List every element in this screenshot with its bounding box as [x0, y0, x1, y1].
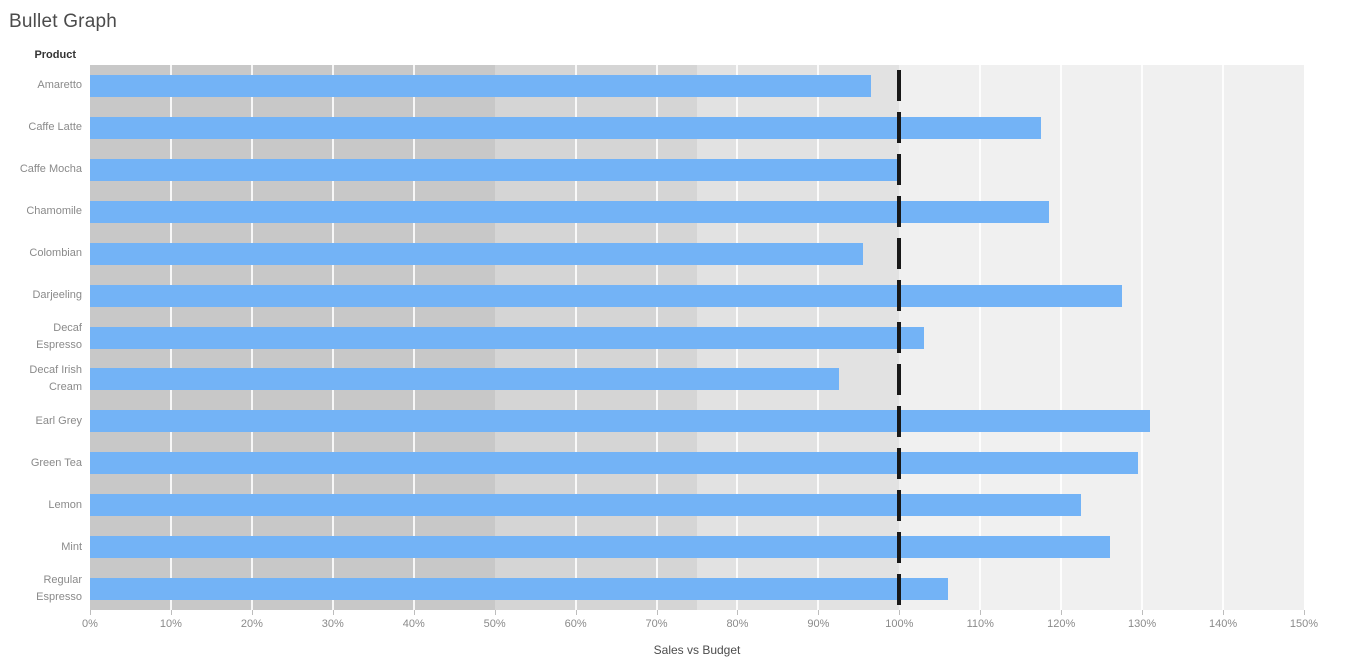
x-axis-tick-mark	[494, 610, 496, 615]
reference-line-100pct	[897, 447, 902, 479]
x-axis-tick-mark	[332, 610, 334, 615]
bullet-bar-caffe-mocha[interactable]	[90, 158, 900, 181]
x-axis-tick-label: 90%	[807, 618, 830, 630]
gridline-140pct	[1222, 65, 1225, 610]
x-axis-tick-label: 80%	[726, 618, 749, 630]
bullet-bar-amaretto[interactable]	[90, 74, 871, 97]
bullet-bar-mint[interactable]	[90, 536, 1110, 559]
reference-line-100pct	[897, 322, 902, 353]
gridline-110pct	[979, 65, 982, 610]
x-axis-tick-mark	[1304, 610, 1305, 615]
bullet-bar-decaf-irish-cream[interactable]	[90, 368, 839, 391]
x-axis-tick-mark	[575, 610, 577, 615]
x-axis-tick-label: 130%	[1128, 618, 1157, 630]
reference-line-100pct	[897, 573, 902, 605]
row-label-chamomile[interactable]: Chamomile	[26, 205, 82, 218]
row-label-decaf-irish-cream[interactable]: Decaf Irish Cream	[29, 364, 82, 394]
x-axis-tick-mark	[656, 610, 658, 615]
x-axis-tick-label: 150%	[1289, 618, 1319, 630]
x-axis-tick-label: 40%	[402, 618, 425, 630]
x-axis-tick-mark	[980, 610, 982, 615]
x-axis-tick-label: 60%	[564, 618, 587, 630]
x-axis-tick-label: 140%	[1208, 618, 1238, 630]
reference-line-100pct	[897, 154, 902, 186]
gridline-120pct	[1060, 65, 1063, 610]
bullet-bar-caffe-latte[interactable]	[90, 116, 1041, 139]
chart-title: Bullet Graph	[9, 11, 118, 32]
x-axis-tick-label: 20%	[240, 618, 263, 630]
x-axis-tick-mark	[251, 610, 253, 615]
product-column-header: Product	[34, 49, 76, 61]
reference-line-100pct	[897, 363, 902, 395]
bullet-chart-plot-area	[90, 65, 1304, 610]
bullet-bar-colombian[interactable]	[90, 242, 863, 265]
x-axis-tick-label: 30%	[321, 618, 344, 630]
row-label-regular-espresso[interactable]: Regular Espresso	[36, 574, 82, 604]
reference-line-100pct	[897, 280, 902, 312]
bullet-bar-decaf-espresso[interactable]	[90, 326, 924, 349]
row-label-colombian[interactable]: Colombian	[29, 247, 82, 260]
x-axis-tick-mark	[90, 610, 91, 615]
gridline-130pct	[1141, 65, 1144, 610]
row-label-earl-grey[interactable]: Earl Grey	[35, 414, 82, 427]
row-label-darjeeling[interactable]: Darjeeling	[32, 289, 82, 302]
x-axis-tick-mark	[737, 610, 739, 615]
x-axis-tick-label: 120%	[1047, 618, 1076, 630]
x-axis-tick-label: 100%	[885, 618, 914, 630]
x-axis-tick-mark	[1061, 610, 1063, 615]
row-label-caffe-latte[interactable]: Caffe Latte	[28, 121, 82, 134]
row-label-amaretto[interactable]: Amaretto	[37, 79, 82, 92]
reference-line-100pct	[897, 112, 902, 144]
x-axis-tick-mark	[413, 610, 415, 615]
reference-line-100pct	[897, 196, 902, 228]
reference-line-100pct	[897, 531, 902, 563]
reference-line-100pct	[897, 489, 902, 521]
reference-line-100pct	[897, 70, 902, 102]
x-axis-tick-mark	[170, 610, 172, 615]
x-axis-title: Sales vs Budget	[653, 643, 741, 657]
bullet-bar-regular-espresso[interactable]	[90, 578, 948, 601]
bullet-bar-chamomile[interactable]	[90, 200, 1050, 223]
row-label-mint[interactable]: Mint	[61, 540, 82, 553]
row-label-lemon[interactable]: Lemon	[48, 498, 82, 511]
reference-line-100pct	[897, 238, 902, 270]
bullet-bar-lemon[interactable]	[90, 494, 1082, 517]
x-axis-tick-label: 70%	[645, 618, 668, 630]
x-axis-tick-label: 110%	[966, 618, 994, 630]
x-axis-tick-mark	[818, 610, 820, 615]
bullet-bar-earl-grey[interactable]	[90, 410, 1151, 433]
bullet-bar-darjeeling[interactable]	[90, 284, 1122, 307]
x-axis-tick-label: 0%	[82, 618, 98, 630]
x-axis-tick-mark	[899, 610, 901, 615]
reference-line-100pct	[897, 405, 902, 437]
row-label-caffe-mocha[interactable]: Caffe Mocha	[19, 163, 82, 176]
x-axis-tick-label: 10%	[159, 618, 182, 630]
x-axis-tick-label: 50%	[483, 618, 506, 630]
bullet-bar-green-tea[interactable]	[90, 452, 1139, 475]
x-axis-tick-mark	[1142, 610, 1144, 615]
x-axis-tick-mark	[1223, 610, 1225, 615]
row-label-green-tea[interactable]: Green Tea	[30, 456, 82, 469]
row-label-decaf-espresso[interactable]: Decaf Espresso	[36, 322, 82, 352]
